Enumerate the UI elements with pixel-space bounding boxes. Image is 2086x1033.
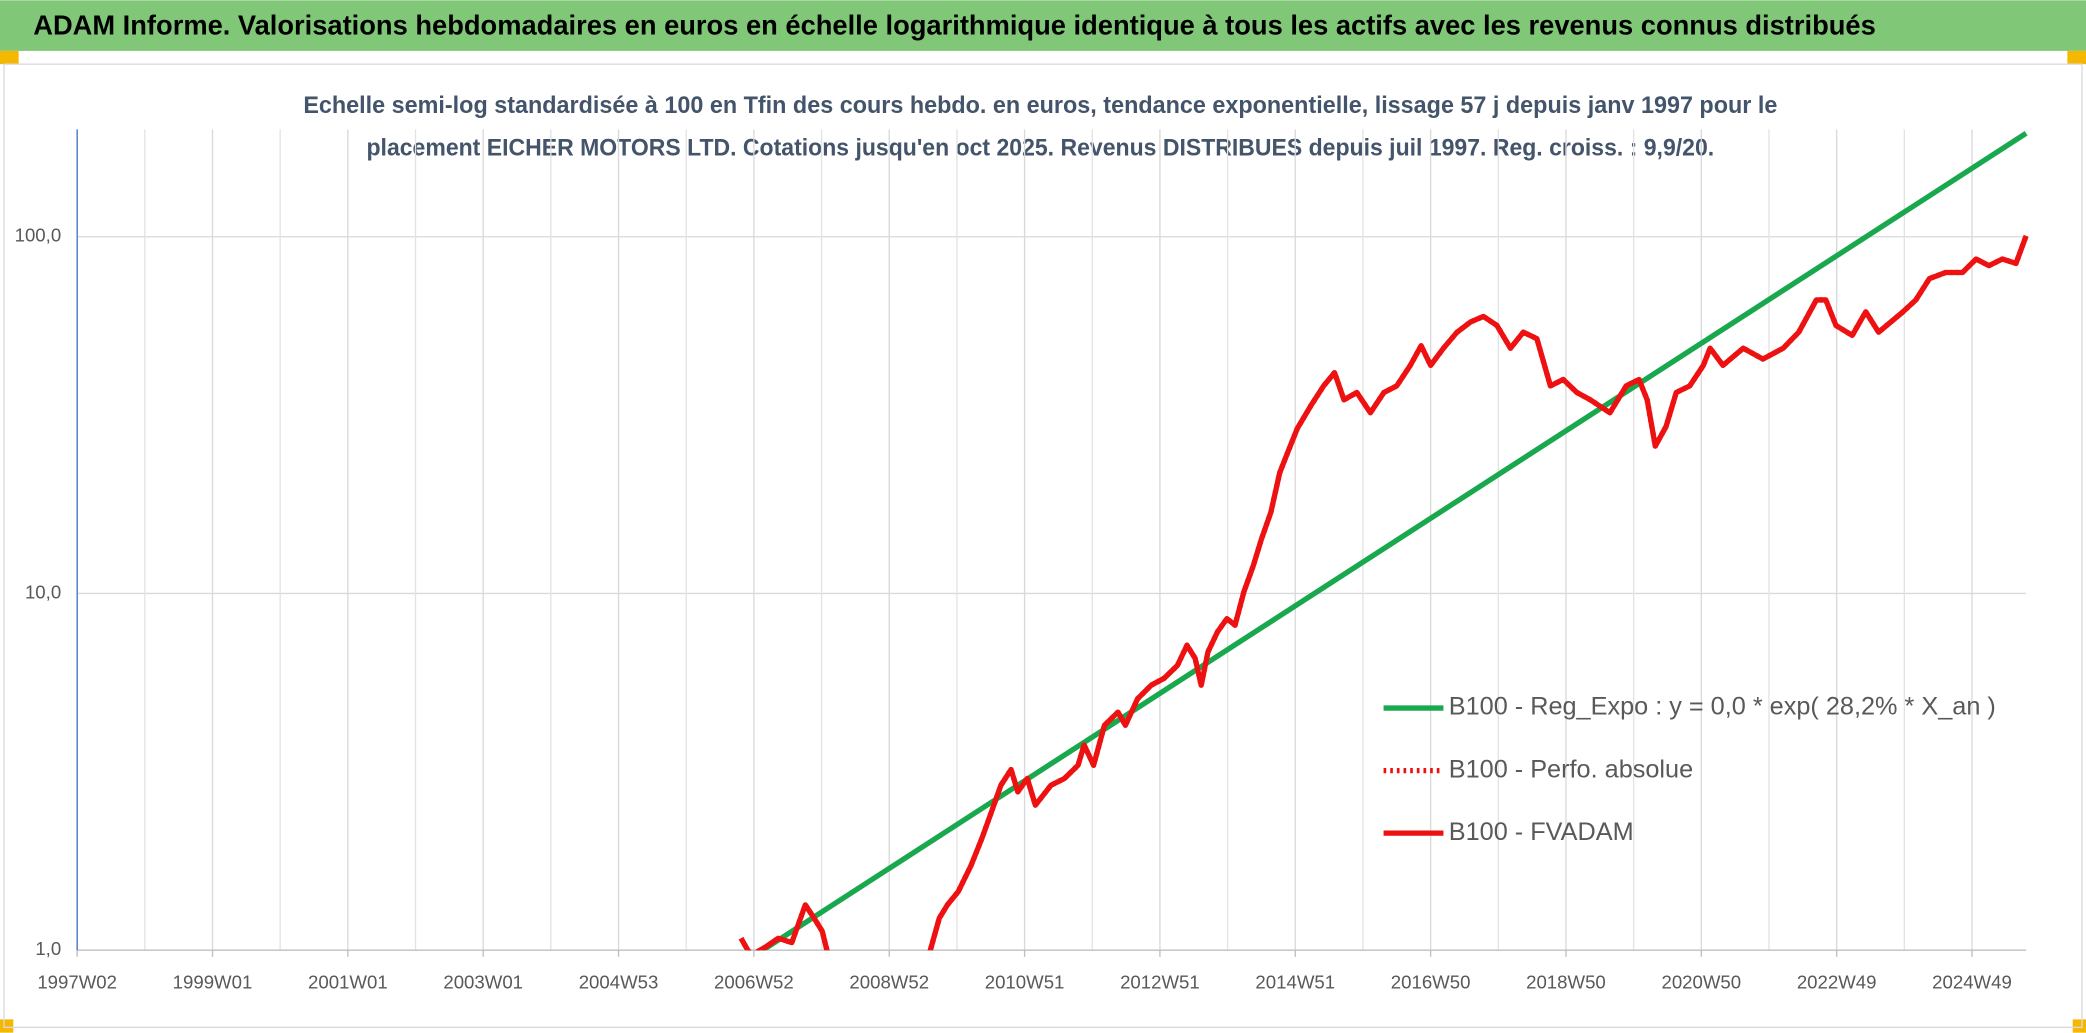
corner-mark xyxy=(2067,50,2086,65)
x-tick-label: 2008W52 xyxy=(849,971,929,992)
chart-frame xyxy=(3,63,2083,1029)
x-tick-label: 2001W01 xyxy=(308,971,388,992)
x-tick-label: 2004W53 xyxy=(579,971,659,992)
x-tick-label: 2003W01 xyxy=(443,971,523,992)
grid: 1,0 10,0 100,0 1997W02 1999W01 2001W01 2003W01… xyxy=(15,129,2027,992)
legend-label: B100 - Perfo. absolue xyxy=(1449,755,1693,783)
legend-label: B100 - Reg_Expo : y = 0,0 * exp( 28,2% *… xyxy=(1449,693,1996,721)
x-tick-label: 2014W51 xyxy=(1255,971,1335,992)
x-tick-label: 2024W49 xyxy=(1932,971,2012,992)
x-tick-label: 2022W49 xyxy=(1797,971,1877,992)
chart-subtitle: placement EICHER MOTORS LTD. Cotations j… xyxy=(367,135,1715,162)
legend-label: B100 - FVADAM xyxy=(1449,818,1634,846)
series-line xyxy=(761,131,2028,951)
x-tick-label: 1997W02 xyxy=(37,971,117,992)
y-tick-label: 1,0 xyxy=(35,938,61,959)
corner-mark xyxy=(0,50,19,65)
chart-subtitle: Echelle semi-log standardisée à 100 en T… xyxy=(303,92,1777,119)
plot-area xyxy=(738,131,2029,951)
x-tick-label: 1999W01 xyxy=(173,971,253,992)
x-tick-label: 2020W50 xyxy=(1661,971,1741,992)
legend: B100 - Reg_Expo : y = 0,0 * exp( 28,2% *… xyxy=(1383,693,1996,846)
x-tick-label: 2010W51 xyxy=(985,971,1065,992)
x-tick-label: 2006W52 xyxy=(714,971,794,992)
x-tick-label: 2012W51 xyxy=(1120,971,1200,992)
corner-mark xyxy=(2072,1019,2086,1033)
corner-mark xyxy=(0,1019,14,1033)
series-line xyxy=(738,234,2029,951)
header-bar xyxy=(0,0,2086,51)
x-tick-label: 2016W50 xyxy=(1391,971,1471,992)
y-tick-label: 100,0 xyxy=(15,225,62,246)
x-tick-label: 2018W50 xyxy=(1526,971,1606,992)
page-title: ADAM Informe. Valorisations hebdomadaire… xyxy=(33,9,1876,40)
y-tick-label: 10,0 xyxy=(25,581,61,602)
